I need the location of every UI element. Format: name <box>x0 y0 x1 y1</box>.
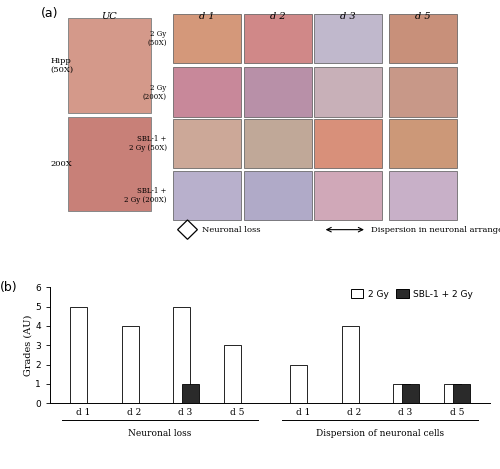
Bar <box>314 119 382 168</box>
Bar <box>393 384 410 403</box>
Text: Neuronal loss: Neuronal loss <box>202 226 260 234</box>
Bar <box>244 171 312 220</box>
Text: SBL-1 +
2 Gy (200X): SBL-1 + 2 Gy (200X) <box>124 187 166 204</box>
Text: Hipp
(50X): Hipp (50X) <box>50 57 74 74</box>
Bar <box>68 18 151 113</box>
Text: d 1: d 1 <box>200 12 215 21</box>
Bar <box>173 171 242 220</box>
Bar <box>314 68 382 117</box>
Bar <box>173 68 242 117</box>
Bar <box>244 14 312 63</box>
Bar <box>122 326 138 403</box>
Bar <box>314 171 382 220</box>
Text: Neuronal loss: Neuronal loss <box>128 430 192 439</box>
Bar <box>454 384 470 403</box>
Bar <box>173 14 242 63</box>
Text: d 2: d 2 <box>270 12 285 21</box>
Bar <box>389 68 457 117</box>
Bar <box>342 326 358 403</box>
Text: UC: UC <box>102 12 117 21</box>
Bar <box>224 345 241 403</box>
Text: d 5: d 5 <box>415 12 430 21</box>
Bar <box>389 171 457 220</box>
Text: d 3: d 3 <box>340 12 356 21</box>
Text: 200X: 200X <box>50 160 72 168</box>
Bar <box>389 14 457 63</box>
Text: (a): (a) <box>41 7 58 20</box>
Bar <box>182 384 199 403</box>
Bar <box>173 307 190 403</box>
Text: SBL-1 +
2 Gy (50X): SBL-1 + 2 Gy (50X) <box>128 135 166 152</box>
Bar <box>290 364 308 403</box>
Text: Dispersion of neuronal cells: Dispersion of neuronal cells <box>316 430 444 439</box>
Legend: 2 Gy, SBL-1 + 2 Gy: 2 Gy, SBL-1 + 2 Gy <box>347 286 476 302</box>
Bar <box>314 14 382 63</box>
Y-axis label: Grades (AU): Grades (AU) <box>24 315 32 376</box>
Bar <box>244 68 312 117</box>
Bar <box>68 117 151 212</box>
Text: Dispersion in neuronal arrangement: Dispersion in neuronal arrangement <box>371 226 500 234</box>
Bar <box>402 384 419 403</box>
Bar <box>70 307 88 403</box>
Text: (b): (b) <box>0 281 17 295</box>
Text: 2 Gy
(200X): 2 Gy (200X) <box>142 83 167 101</box>
Bar <box>389 119 457 168</box>
Text: 2 Gy
(50X): 2 Gy (50X) <box>147 30 167 47</box>
Bar <box>173 119 242 168</box>
Bar <box>244 119 312 168</box>
Bar <box>444 384 461 403</box>
